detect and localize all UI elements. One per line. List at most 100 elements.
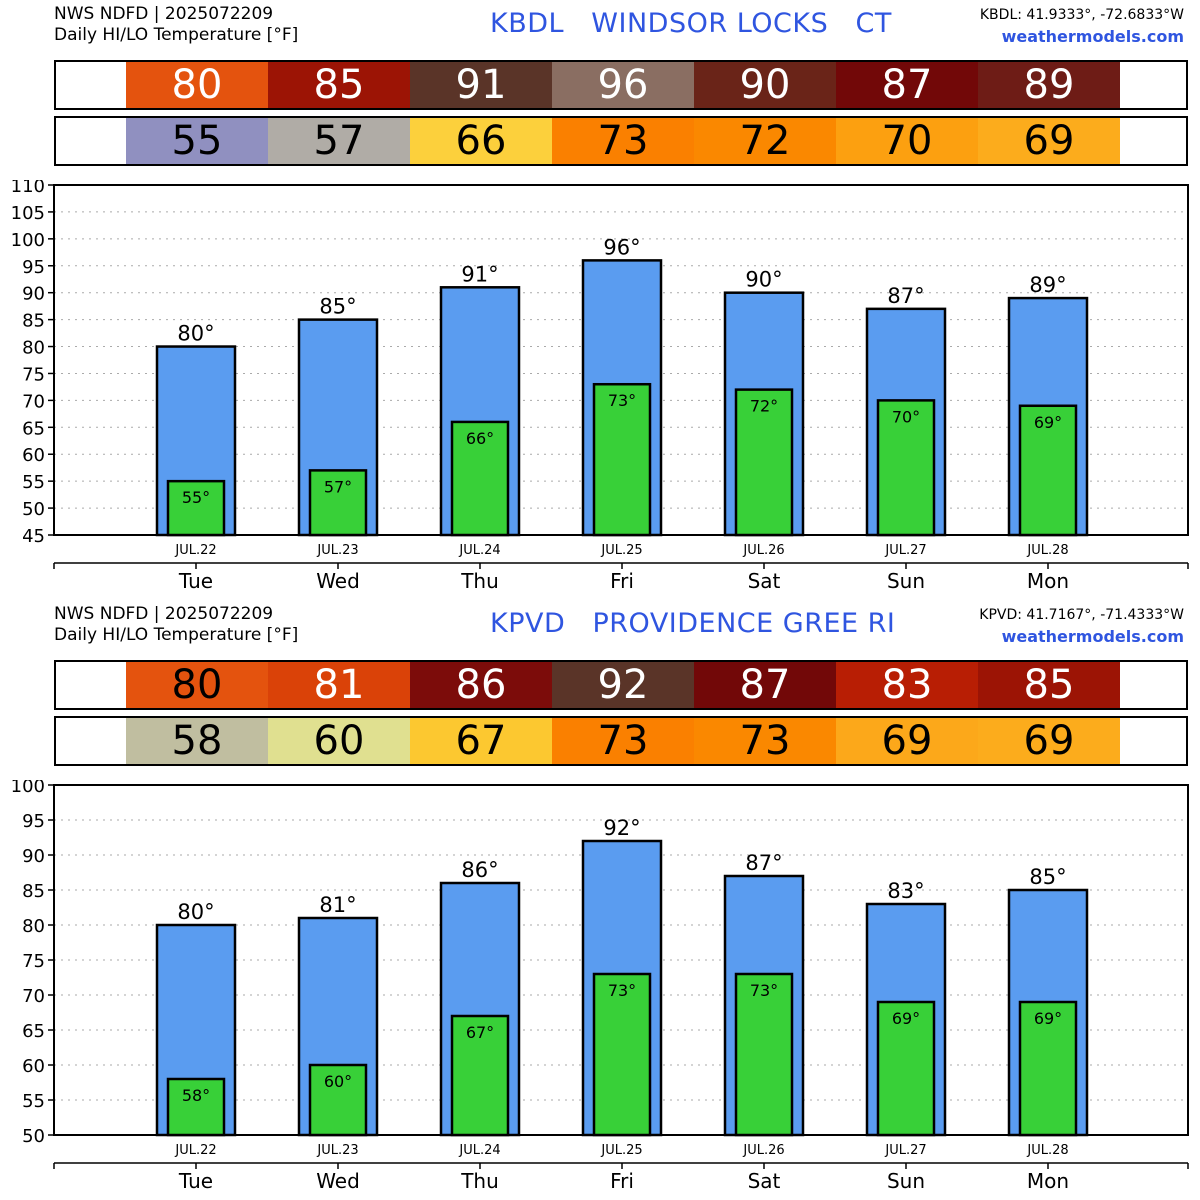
low-temp-cell: 73 (694, 718, 836, 764)
low-temp-cell: 72 (694, 118, 836, 164)
high-temp-label: 87° (745, 851, 782, 875)
high-temp-label: 81° (319, 893, 356, 917)
low-temp-cell: 66 (410, 118, 552, 164)
temperature-bar-chart: 50 55 60 65 70 75 80 85 90 95 100 80° 58° JUL.22 Tue 81… (11, 780, 1189, 1193)
day-label: Tue (178, 569, 213, 593)
day-label: Tue (178, 1169, 213, 1193)
date-label: JUL.25 (600, 543, 642, 558)
low-temp-bar (450, 420, 510, 537)
model-run-label: NWS NDFD | 2025072209 (54, 604, 274, 624)
date-label: JUL.22 (174, 543, 216, 558)
product-label: Daily HI/LO Temperature [°F] (54, 25, 299, 45)
y-tick-label: 50 (22, 1126, 45, 1147)
high-temp-cell: 90 (694, 62, 836, 108)
low-temp-label: 55° (182, 488, 210, 507)
high-temp-strip: 80 85 91 96 90 87 89 (54, 60, 1188, 110)
y-tick-label: 65 (22, 1021, 45, 1042)
date-label: JUL.27 (884, 543, 926, 558)
date-label: JUL.24 (458, 1143, 500, 1158)
y-tick-label: 95 (22, 257, 45, 278)
station-coords: KPVD: 41.7167°, -71.4333°W (979, 607, 1184, 623)
model-run-label: NWS NDFD | 2025072209 (54, 4, 274, 24)
product-label: Daily HI/LO Temperature [°F] (54, 625, 299, 645)
day-label: Wed (316, 1169, 360, 1193)
day-label: Sat (748, 1169, 781, 1193)
high-temp-label: 90° (745, 268, 782, 292)
y-tick-label: 85 (22, 881, 45, 902)
low-temp-cell: 67 (410, 718, 552, 764)
temperature-bar-chart: 45 50 55 60 65 70 75 80 85 90 95 100 105 110 80° 55° JUL… (11, 180, 1189, 593)
date-label: JUL.25 (600, 1143, 642, 1158)
y-tick-label: 60 (22, 445, 45, 466)
site-credit: weathermodels.com (1001, 27, 1184, 46)
day-label: Fri (610, 569, 634, 593)
high-temp-cell: 96 (552, 62, 694, 108)
low-temp-cell: 73 (552, 718, 694, 764)
low-temp-bar (734, 972, 794, 1137)
high-temp-label: 91° (461, 262, 498, 286)
y-tick-label: 95 (22, 811, 45, 832)
low-temp-cell: 60 (268, 718, 410, 764)
low-temp-cell: 69 (978, 118, 1120, 164)
low-temp-label: 60° (324, 1072, 352, 1091)
high-temp-cell: 91 (410, 62, 552, 108)
low-temp-label: 66° (466, 429, 494, 448)
high-temp-cell: 85 (978, 662, 1120, 708)
day-label: Sun (887, 569, 925, 593)
low-temp-cell: 69 (978, 718, 1120, 764)
y-tick-label: 70 (22, 986, 45, 1007)
header-right: KBDL: 41.9333°, -72.6833°W weathermodels… (980, 4, 1184, 48)
low-temp-label: 72° (750, 397, 778, 416)
high-temp-label: 96° (603, 235, 640, 259)
day-label: Wed (316, 569, 360, 593)
header-info: NWS NDFD | 2025072209 Daily HI/LO Temper… (54, 4, 298, 46)
header-info: NWS NDFD | 2025072209 Daily HI/LO Temper… (54, 604, 298, 646)
plot-frame (53, 184, 1189, 536)
high-temp-cell: 85 (268, 62, 410, 108)
low-temp-bar (734, 388, 794, 537)
high-temp-strip: 80 81 86 92 87 83 85 (54, 660, 1188, 710)
station-title: KPVD PROVIDENCE GREE RI (490, 608, 896, 639)
y-tick-label: 45 (22, 526, 45, 547)
high-temp-cell: 89 (978, 62, 1120, 108)
y-tick-label: 60 (22, 1056, 45, 1077)
date-label: JUL.24 (458, 543, 500, 558)
y-tick-label: 55 (22, 1091, 45, 1112)
high-temp-label: 85° (319, 295, 356, 319)
date-label: JUL.23 (316, 543, 358, 558)
high-temp-label: 85° (1029, 865, 1066, 889)
high-temp-label: 89° (1029, 273, 1066, 297)
y-tick-label: 110 (11, 180, 45, 197)
low-temp-cell: 70 (836, 118, 978, 164)
low-temp-strip: 55 57 66 73 72 70 69 (54, 116, 1188, 166)
high-temp-cell: 87 (694, 662, 836, 708)
station-title: KBDL WINDSOR LOCKS CT (490, 8, 892, 39)
high-temp-label: 80° (177, 900, 214, 924)
low-temp-label: 73° (608, 981, 636, 1000)
y-tick-label: 105 (11, 203, 45, 224)
high-temp-label: 83° (887, 879, 924, 903)
day-label: Mon (1027, 1169, 1069, 1193)
low-temp-label: 70° (892, 407, 920, 426)
low-temp-cell: 73 (552, 118, 694, 164)
low-temp-label: 69° (1034, 413, 1062, 432)
low-temp-bar (450, 1014, 510, 1137)
low-temp-label: 67° (466, 1023, 494, 1042)
panel-kpvd: NWS NDFD | 2025072209 Daily HI/LO Temper… (0, 600, 1200, 1200)
high-temp-cell: 86 (410, 662, 552, 708)
low-temp-label: 57° (324, 477, 352, 496)
date-label: JUL.23 (316, 1143, 358, 1158)
low-temp-bar (592, 382, 652, 537)
day-label: Thu (460, 569, 499, 593)
header-right: KPVD: 41.7167°, -71.4333°W weathermodels… (979, 604, 1184, 648)
high-temp-label: 80° (177, 322, 214, 346)
panel-kbdl: NWS NDFD | 2025072209 Daily HI/LO Temper… (11, 4, 1189, 593)
low-temp-label: 73° (750, 981, 778, 1000)
low-temp-label: 69° (892, 1009, 920, 1028)
y-tick-label: 75 (22, 951, 45, 972)
day-label: Sat (748, 569, 781, 593)
low-temp-label: 73° (608, 391, 636, 410)
low-temp-cell: 58 (126, 718, 268, 764)
day-label: Fri (610, 1169, 634, 1193)
y-tick-label: 90 (22, 846, 45, 867)
